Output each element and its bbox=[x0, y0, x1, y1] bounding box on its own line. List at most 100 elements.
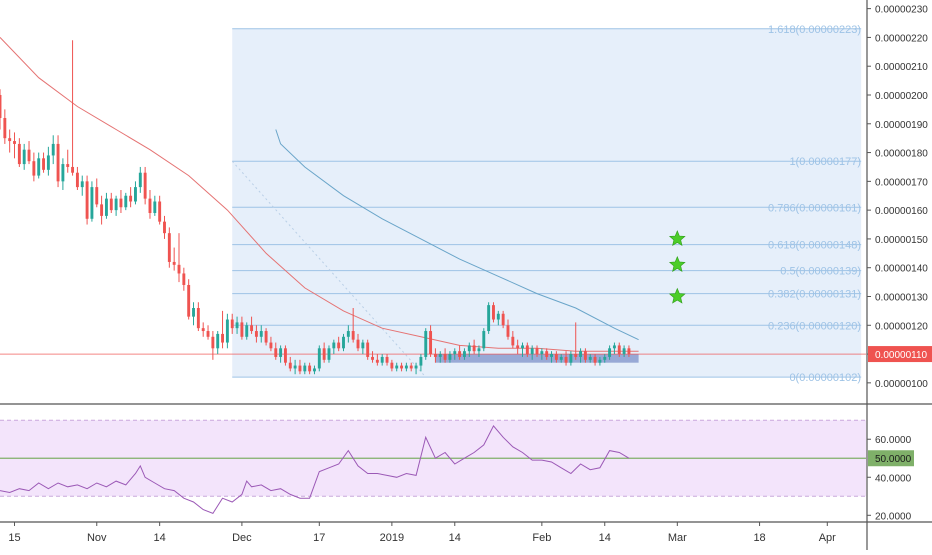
candle bbox=[322, 342, 326, 363]
candle-body bbox=[433, 354, 437, 357]
candle bbox=[182, 267, 186, 291]
candle bbox=[366, 339, 370, 360]
candle-body bbox=[129, 195, 133, 202]
candle-body bbox=[516, 345, 520, 349]
candle-body bbox=[187, 284, 191, 317]
candle-body bbox=[603, 356, 607, 360]
candle-body bbox=[569, 354, 573, 363]
price-axis-label: 0.00000210 bbox=[875, 62, 928, 73]
candle-body bbox=[448, 354, 452, 360]
candle-body bbox=[409, 365, 413, 369]
candle bbox=[458, 345, 462, 360]
candle bbox=[75, 166, 79, 190]
candle bbox=[627, 345, 631, 357]
candle bbox=[400, 362, 404, 372]
star-marker-icon bbox=[668, 256, 686, 272]
mid-line-tag-label: 50.0000 bbox=[875, 454, 912, 465]
last-price-tag-label: 0.00000110 bbox=[875, 350, 928, 361]
candle-body bbox=[351, 331, 355, 340]
candle-body bbox=[593, 356, 597, 363]
fib-extension-zone bbox=[232, 28, 862, 378]
candle-body bbox=[143, 172, 147, 199]
candle-body bbox=[163, 221, 166, 234]
candle bbox=[56, 135, 60, 188]
candle-body bbox=[521, 345, 524, 349]
candle bbox=[409, 362, 413, 372]
price-axis-label: 0.00000130 bbox=[875, 292, 928, 303]
candle-body bbox=[525, 345, 529, 355]
candle-body bbox=[245, 325, 249, 337]
candle bbox=[608, 345, 612, 360]
candle-body bbox=[467, 345, 471, 352]
candle bbox=[163, 215, 166, 239]
candle bbox=[143, 166, 147, 205]
candle-body bbox=[506, 325, 510, 337]
candle-body bbox=[279, 348, 283, 357]
candle bbox=[598, 356, 602, 366]
candle-body bbox=[400, 365, 404, 369]
candle-body bbox=[482, 331, 486, 349]
candle bbox=[17, 138, 21, 167]
candle bbox=[90, 181, 94, 222]
candle bbox=[327, 345, 331, 363]
candle-body bbox=[462, 351, 466, 357]
candle bbox=[42, 152, 45, 173]
candle-body bbox=[429, 331, 433, 355]
fib-trend-line bbox=[231, 160, 427, 378]
candle-body bbox=[414, 365, 418, 369]
candle-body bbox=[283, 348, 287, 363]
candle-body bbox=[559, 356, 563, 360]
candle-body bbox=[27, 149, 31, 162]
price-axis-label: 0.00000170 bbox=[875, 177, 928, 188]
candle bbox=[264, 328, 268, 346]
candle-body bbox=[32, 161, 36, 176]
time-axis-label: 2019 bbox=[380, 532, 404, 544]
mid-line-tag bbox=[868, 450, 914, 467]
candle-body bbox=[167, 233, 171, 262]
candle bbox=[487, 302, 491, 334]
candle-body bbox=[313, 368, 316, 372]
candle bbox=[192, 302, 195, 326]
time-axis-label: 17 bbox=[313, 532, 325, 544]
candle-body bbox=[13, 141, 16, 144]
candle-body bbox=[206, 331, 210, 337]
candle-body bbox=[627, 348, 631, 355]
candle bbox=[129, 187, 133, 208]
candle-body bbox=[598, 359, 602, 363]
candle-body bbox=[104, 198, 108, 216]
candle-body bbox=[583, 351, 587, 360]
candle bbox=[540, 348, 544, 360]
candle bbox=[448, 351, 452, 363]
candle bbox=[429, 325, 433, 357]
candle bbox=[283, 345, 287, 366]
candle bbox=[0, 89, 2, 130]
fib-level-label: 0.236(0.00000120) bbox=[768, 320, 861, 332]
candle-body bbox=[487, 305, 491, 332]
candle bbox=[516, 339, 520, 355]
candle bbox=[13, 132, 16, 159]
candle-body bbox=[274, 348, 278, 357]
candle-body bbox=[134, 187, 137, 202]
candle-body bbox=[574, 354, 578, 357]
candle-body bbox=[361, 342, 365, 349]
candle bbox=[259, 325, 263, 343]
candle bbox=[293, 359, 297, 375]
candle-body bbox=[438, 354, 442, 357]
candle bbox=[109, 192, 113, 214]
candle bbox=[317, 345, 321, 372]
candle bbox=[380, 354, 384, 366]
candle-body bbox=[259, 331, 263, 337]
candle bbox=[525, 342, 529, 357]
candle-body bbox=[61, 164, 65, 182]
candle bbox=[148, 189, 152, 219]
candle-body bbox=[254, 331, 258, 337]
candle bbox=[201, 322, 205, 337]
candle-body bbox=[443, 354, 447, 360]
price-axis-label: 0.00000200 bbox=[875, 91, 928, 102]
candle bbox=[530, 345, 534, 360]
price-pane: 1.618(0.00000223) 1(0.00000177) 0.786(0.00… bbox=[0, 24, 866, 384]
candle bbox=[443, 348, 447, 363]
price-axis-label: 0.00000100 bbox=[875, 379, 928, 390]
